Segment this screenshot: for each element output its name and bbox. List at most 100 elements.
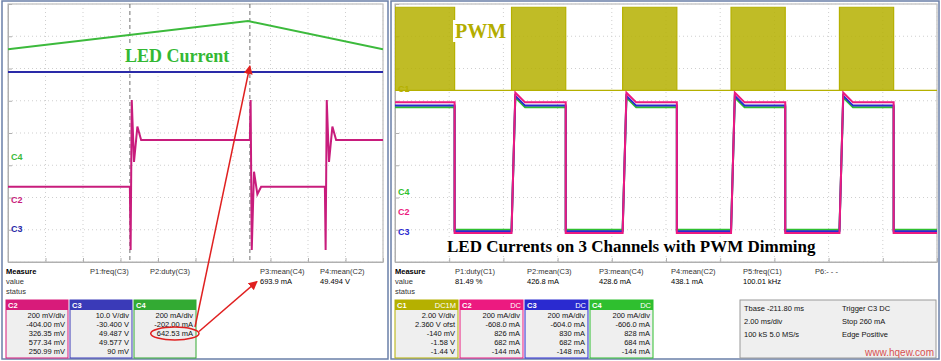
annotation: LED Current [125, 46, 229, 66]
tick [395, 165, 399, 166]
timebase-body [740, 300, 936, 358]
tick-mark [666, 258, 667, 262]
channel-marker: C3 [11, 224, 23, 234]
channel-line: 830 mA [559, 329, 585, 338]
panel-frame [391, 1, 939, 359]
channel-line: -1.58 V [431, 338, 455, 347]
tick [383, 258, 384, 262]
tick-mark [233, 258, 234, 262]
measure-value: 693.9 mA [260, 277, 292, 286]
grid-line [45, 4, 46, 262]
channel-header [525, 300, 588, 310]
grid-line [395, 4, 937, 5]
channel-body [134, 300, 196, 358]
channel-line: 49.577 V [99, 338, 129, 347]
channel-line: 577.34 mV [29, 338, 65, 347]
measure-name: P6:- - - [815, 267, 838, 276]
measure-value: 438.1 mA [671, 277, 703, 286]
measure-title: Measure [395, 267, 425, 276]
grid-line [195, 4, 196, 262]
channel-header [134, 300, 196, 310]
measure-value: 428.6 mA [599, 277, 631, 286]
tick-mark [503, 258, 504, 262]
channel-coupling: DC [510, 301, 521, 310]
label-patch [123, 46, 231, 66]
grid-line [270, 4, 271, 262]
channel-line: -30.400 V [96, 320, 129, 329]
channel-line: -604.0 mA [550, 320, 585, 329]
tick [196, 258, 197, 262]
channel-marker: C4 [398, 187, 410, 197]
grid-line [158, 4, 159, 262]
tick [720, 258, 721, 262]
tick-mark [46, 258, 47, 262]
tick [395, 262, 399, 263]
measure-value: 49.494 V [320, 277, 350, 286]
tick [395, 133, 399, 134]
axis [396, 258, 938, 263]
trace [8, 100, 383, 250]
tick-mark [612, 258, 613, 262]
channel-box: C2DC200 mA/div-608.0 mA826 mA682 mA-144 … [460, 300, 523, 358]
channel-line: -140 mV [427, 329, 455, 338]
tick [8, 133, 12, 134]
tick-mark [8, 165, 12, 166]
tick-mark [8, 36, 12, 37]
channel-line: -148 mA [557, 347, 585, 356]
measure-name: P3:mean(C4) [260, 267, 305, 276]
tick [271, 258, 272, 262]
channel-name: C3 [72, 301, 82, 310]
tick [83, 258, 84, 262]
measure-title: Measure [6, 267, 36, 276]
arrow [195, 66, 250, 327]
tick-mark [271, 258, 272, 262]
timebase-text: 100 kS 5.0 MS/s [744, 330, 799, 339]
channel-name: C2 [8, 301, 18, 310]
channel-header [590, 300, 653, 310]
tick [883, 258, 884, 262]
tick [346, 258, 347, 262]
channel-line: 200 mA/div [155, 311, 193, 320]
axis [9, 258, 384, 263]
tick-mark [395, 262, 399, 263]
channel-marker: C4 [11, 152, 23, 162]
tick-mark [774, 258, 775, 262]
channel-box: C4200 mA/div-202.00 mA642.53 mA [134, 300, 196, 358]
grid-line [345, 4, 346, 262]
tick-mark [121, 258, 122, 262]
channel-box: C310.0 V/div-30.400 V49.487 V49.577 V90 … [70, 300, 132, 358]
tick-mark [8, 133, 12, 134]
axis-line [396, 262, 938, 263]
tick [774, 258, 775, 262]
tick-mark [196, 258, 197, 262]
measure-table: MeasurevaluestatusP1:duty(C1)81.49 %P2:m… [395, 267, 838, 296]
grid [395, 4, 937, 262]
channel-coupling: DC [640, 301, 651, 310]
tick [612, 258, 613, 262]
channel-name: C3 [527, 301, 537, 310]
timebase-text: Tbase -211.80 ms [744, 304, 804, 313]
tick-mark [395, 165, 399, 166]
tick [121, 258, 122, 262]
tick [829, 258, 830, 262]
axis-line [9, 262, 384, 263]
panel-frame [2, 1, 388, 359]
grid-line [828, 4, 829, 262]
channel-header [70, 300, 132, 310]
tick-mark [395, 133, 399, 134]
measure-name: P1:duty(C1) [455, 267, 496, 276]
tick-mark [8, 101, 12, 102]
trace-area [395, 7, 937, 90]
tick-mark [8, 262, 12, 263]
traces [395, 7, 937, 233]
channel-line: 200 mA/div [547, 311, 585, 320]
channel-line: 49.487 V [99, 329, 129, 338]
annotation: LED Currents on 3 Channels with PWM Dimm… [447, 237, 816, 256]
tick [8, 165, 12, 166]
channel-line: 684 mA [624, 338, 650, 347]
tick [449, 258, 450, 262]
tick-mark [720, 258, 721, 262]
measure-name: P1:freq(C3) [90, 267, 129, 276]
channel-marker: C2 [398, 207, 410, 217]
measure-name: P2:mean(C3) [527, 267, 572, 276]
